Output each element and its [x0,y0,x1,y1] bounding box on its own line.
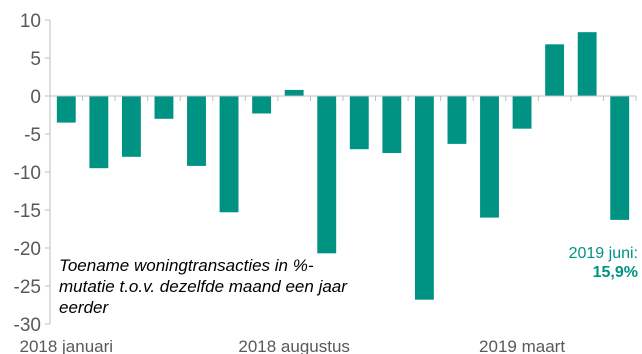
bar [577,32,597,96]
y-tick-label: -20 [14,239,41,260]
bar [89,96,109,169]
bar [121,96,141,157]
bar [187,96,206,166]
x-tick-label: 2018 januari [19,337,113,354]
x-tick-label: 2019 maart [479,337,565,354]
bar [414,96,434,300]
bar [610,96,630,220]
y-tick-label: 5 [30,49,41,70]
bar [56,96,76,123]
bar [512,96,532,129]
y-tick-label: -15 [14,201,41,222]
bar [545,44,565,96]
y-axis: 10 5 0 -5 -10 -15 -20 -25 -30 [14,11,51,336]
bar [317,96,337,254]
callout-label: 2019 juni: [568,245,638,262]
bar [349,96,369,150]
bar [252,96,272,114]
bar [284,89,304,96]
bar [480,96,499,218]
y-tick-label: -5 [24,125,41,146]
y-tick-label: 10 [20,11,41,32]
y-tick-label: 0 [30,87,41,108]
bar [382,96,402,153]
bar [219,96,239,213]
x-axis: 2018 januari 2018 augustus 2019 maart [19,95,637,354]
y-tick-label: -25 [14,277,41,298]
x-tick-label: 2018 augustus [238,337,350,354]
bar [447,96,467,144]
last-value-callout: 2019 juni: 15,9% [569,244,638,282]
chart-annotation: Toename woningtransacties in %-mutatie t… [59,256,347,317]
bar [154,96,174,119]
bars [56,32,630,300]
y-tick-label: -30 [14,315,41,336]
callout-value: 15,9% [592,264,638,281]
y-tick-label: -10 [14,163,41,184]
